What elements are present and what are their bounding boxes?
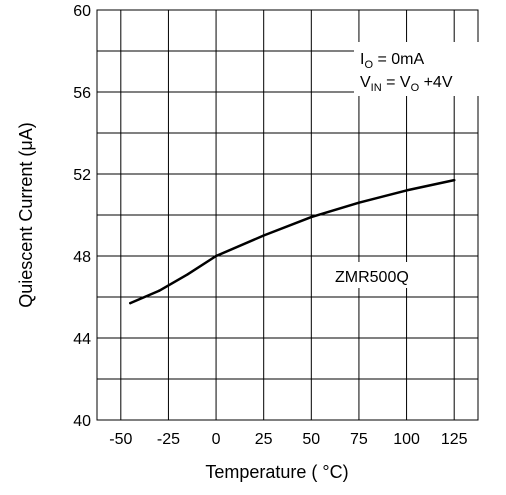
- y-tick-label: 48: [73, 249, 91, 266]
- annotation-o-subscript: O: [364, 59, 373, 71]
- annotation-i-symbol: I: [360, 51, 364, 68]
- x-tick-labels: -50 -25 0 25 50 75 100 125: [109, 431, 467, 448]
- annotation-condition-1-value: = 0mA: [373, 51, 424, 68]
- y-tick-label: 44: [73, 331, 91, 348]
- y-tick-label: 56: [73, 85, 91, 102]
- x-tick-label: 100: [393, 431, 420, 448]
- series-points: [129, 178, 456, 305]
- x-tick-label: 25: [255, 431, 273, 448]
- series-point: [186, 273, 189, 276]
- series-point: [452, 178, 456, 182]
- series-label-bg: [330, 262, 430, 288]
- annotation-bg: [354, 42, 481, 96]
- x-tick-label: 75: [350, 431, 368, 448]
- series-point: [310, 215, 313, 219]
- plot-frame: [96, 9, 479, 421]
- annotation-vo-subscript: O: [411, 82, 420, 94]
- y-tick-label: 40: [73, 413, 91, 430]
- x-tick-label: 125: [441, 431, 468, 448]
- annotation-in-subscript: IN: [371, 82, 382, 94]
- y-tick-labels: 40 44 48 52 56 60: [73, 3, 91, 430]
- annotation-condition-2: VIN = VO +4V: [360, 74, 453, 94]
- x-tick-label: -25: [157, 431, 180, 448]
- series-label: ZMR500Q: [335, 269, 409, 286]
- x-axis-label: Temperature ( °C): [205, 462, 348, 482]
- series-point: [405, 189, 408, 192]
- annotation-condition-2-value: +4V: [419, 74, 453, 91]
- series-point: [214, 254, 218, 258]
- series-point: [157, 289, 161, 293]
- series-point: [262, 234, 265, 237]
- series-point: [357, 201, 361, 204]
- x-tick-label: -50: [109, 431, 132, 448]
- x-tick-label: 0: [212, 431, 221, 448]
- y-tick-label: 52: [73, 167, 91, 184]
- annotation-v-symbol: V: [360, 74, 371, 91]
- series-point: [129, 301, 132, 305]
- y-tick-label: 60: [73, 3, 91, 20]
- y-axis-label: Quiescent Current (μA): [16, 122, 36, 307]
- annotation-condition-1: IO = 0mA: [360, 51, 424, 71]
- x-tick-label: 50: [302, 431, 320, 448]
- annotation-equals-v: = V: [382, 74, 411, 91]
